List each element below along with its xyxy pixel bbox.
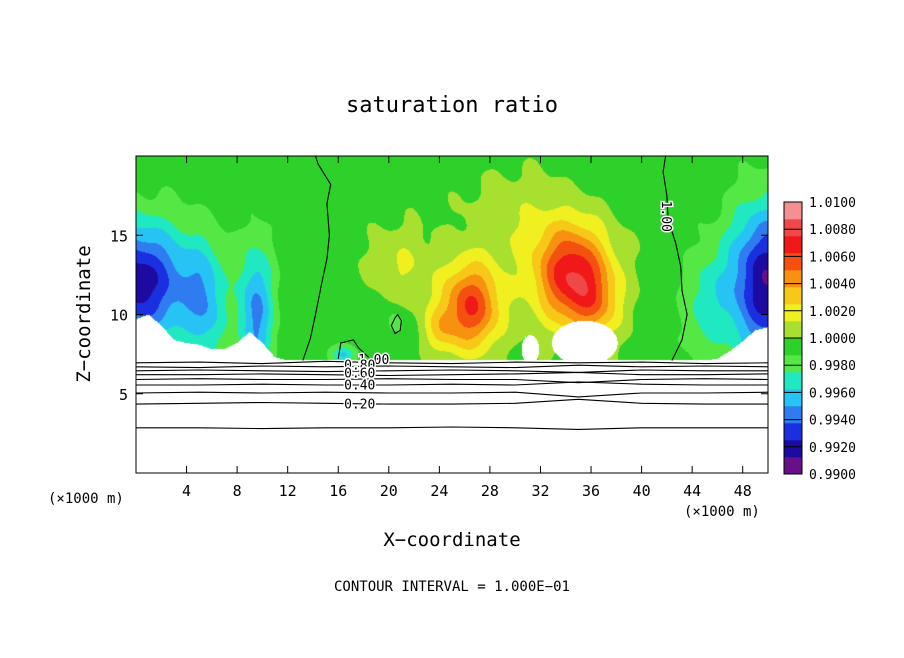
colorbar-swatch <box>784 355 802 373</box>
contour-line-0-8 <box>136 364 768 369</box>
x-unit-right: (×1000 m) <box>684 504 760 520</box>
contour-label-1: 1.00 <box>358 353 389 368</box>
chart-title: saturation ratio <box>346 93 558 118</box>
contour-line-upper-2 <box>337 339 369 359</box>
colorbar-tick-label: 1.0040 <box>809 278 856 293</box>
x-tick-label: 36 <box>582 482 600 500</box>
colorbar-swatch <box>784 219 802 237</box>
y-tick-label: 15 <box>110 227 128 245</box>
colorbar-swatch <box>784 253 802 271</box>
x-tick-label: 44 <box>683 482 701 500</box>
colorbar-tick-label: 1.0100 <box>809 196 856 211</box>
colorbar-swatch <box>784 287 802 305</box>
colorbar-tick-label: 1.0000 <box>809 332 856 347</box>
colorbar-tick-label: 1.0060 <box>809 250 856 265</box>
x-tick-label: 4 <box>182 482 191 500</box>
contour-line-0-2 <box>136 398 768 405</box>
x-tick-label: 8 <box>233 482 242 500</box>
x-tick-label: 20 <box>380 482 398 500</box>
saturation-field <box>136 156 768 473</box>
contour-line-0-3 <box>136 391 768 398</box>
y-axis-ticks: 5 10 15 <box>110 227 768 404</box>
x-tick-label: 48 <box>734 482 752 500</box>
colorbar-swatch <box>784 236 802 254</box>
colorbar-tick-label: 0.9940 <box>809 414 856 429</box>
contour-label-layer: 1.001.000.800.600.400.20 <box>343 199 675 414</box>
colorbar-swatch <box>784 389 802 407</box>
colorbar-tick-label: 0.9900 <box>809 468 856 483</box>
x-axis-label: X−coordinate <box>383 529 520 551</box>
x-tick-label: 16 <box>329 482 347 500</box>
contour-label-2: 0.80 <box>344 359 375 374</box>
colorbar-swatch <box>784 457 802 475</box>
colorbar-swatch <box>784 338 802 356</box>
x-tick-label: 40 <box>633 482 651 500</box>
colorbar-ticks: 0.9900 0.9920 0.9940 0.9960 0.9980 1.0000 1.00… <box>784 196 856 483</box>
x-tick-label: 28 <box>481 482 499 500</box>
contour-line-0-5 <box>136 378 768 384</box>
contour-line-0-1 <box>136 426 768 430</box>
colorbar-tick-label: 0.9980 <box>809 359 856 374</box>
contour-label-3: 0.60 <box>344 366 375 381</box>
contour-interval-note: CONTOUR INTERVAL = 1.000E−01 <box>334 579 570 595</box>
contour-line-0-6 <box>136 371 768 377</box>
colorbar-swatch <box>784 423 802 441</box>
colorbar-tick-label: 0.9960 <box>809 386 856 401</box>
contour-line-upper-1 <box>662 156 688 361</box>
colorbar-swatch <box>784 406 802 424</box>
x-tick-label: 12 <box>279 482 297 500</box>
y-tick-label: 5 <box>119 386 128 404</box>
colorbar-tick-label: 1.0020 <box>809 305 856 320</box>
x-tick-label: 32 <box>531 482 549 500</box>
colorbar-tick-label: 1.0080 <box>809 223 856 238</box>
contour-line-upper-3 <box>390 313 402 335</box>
contour-label-4: 0.40 <box>344 378 375 393</box>
y-tick-label: 10 <box>110 307 128 325</box>
colorbar <box>783 201 803 475</box>
contour-line-0-7 <box>136 369 768 373</box>
contour-line-0-4 <box>136 381 768 386</box>
contour-label-5: 0.20 <box>344 397 375 412</box>
colorbar-swatch <box>784 321 802 339</box>
y-axis-label: Z−coordinate <box>73 245 95 382</box>
colorbar-swatch <box>784 372 802 390</box>
colorbar-swatch <box>784 304 802 322</box>
colorbar-swatch <box>784 440 802 458</box>
x-unit-left: (×1000 m) <box>48 491 124 507</box>
colorbar-tick-label: 0.9920 <box>809 441 856 456</box>
x-axis-ticks: 4 8 12 16 20 24 28 32 36 40 44 48 <box>182 156 752 500</box>
colorbar-swatch <box>784 270 802 288</box>
contour-layer <box>136 156 768 430</box>
contour-line-0-9 <box>136 360 768 365</box>
colorbar-swatch <box>784 202 802 220</box>
contour-label-0: 1.00 <box>658 201 673 232</box>
x-tick-label: 24 <box>430 482 448 500</box>
contour-line-upper-0 <box>302 156 332 361</box>
